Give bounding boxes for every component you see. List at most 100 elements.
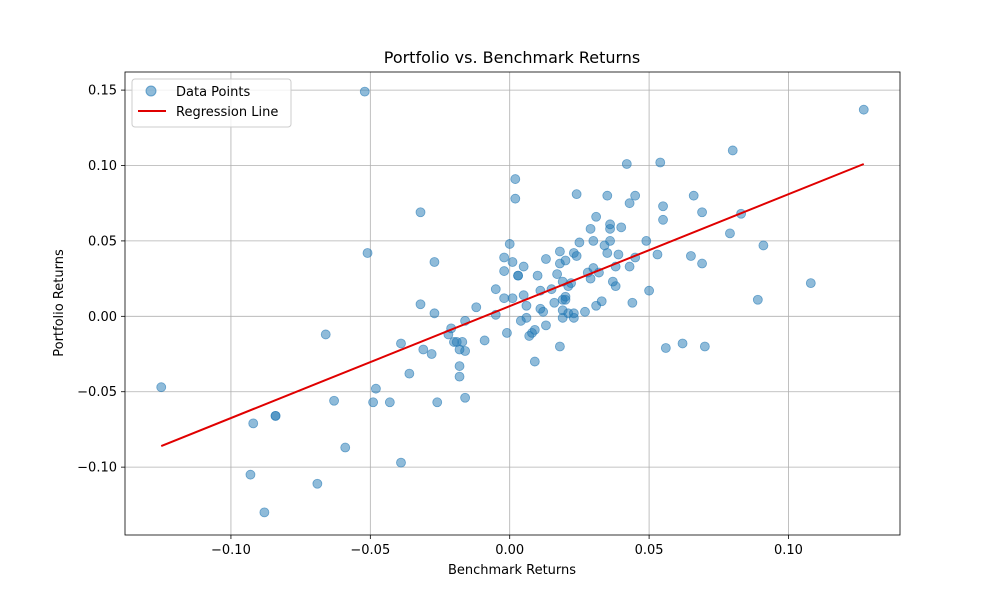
data-point bbox=[554, 341, 565, 352]
data-point bbox=[479, 335, 490, 346]
y-axis-title: Portfolio Returns bbox=[52, 249, 67, 357]
data-point bbox=[370, 383, 381, 394]
legend: Data Points Regression Line bbox=[131, 78, 292, 128]
data-point bbox=[507, 293, 518, 304]
y-tick-label: 0.05 bbox=[88, 234, 117, 249]
data-point bbox=[426, 349, 437, 359]
data-point bbox=[312, 478, 323, 489]
x-axis-title: Benchmark Returns bbox=[448, 563, 576, 578]
data-point bbox=[605, 236, 615, 246]
data-point bbox=[758, 240, 769, 251]
data-point bbox=[529, 356, 540, 367]
data-point bbox=[396, 338, 406, 349]
data-point bbox=[574, 237, 585, 248]
data-point bbox=[541, 320, 551, 331]
y-tick-label: −0.05 bbox=[77, 385, 117, 400]
data-point bbox=[460, 346, 471, 356]
data-point bbox=[429, 257, 440, 267]
data-point bbox=[699, 341, 710, 352]
data-point bbox=[624, 261, 635, 272]
data-point bbox=[510, 193, 521, 204]
data-point bbox=[471, 302, 482, 313]
data-point bbox=[658, 214, 668, 225]
data-point bbox=[602, 248, 613, 258]
data-point bbox=[658, 201, 668, 212]
data-point bbox=[585, 223, 596, 234]
data-point bbox=[655, 157, 666, 168]
data-point bbox=[521, 300, 532, 311]
data-point bbox=[499, 293, 510, 304]
data-point bbox=[513, 270, 523, 281]
data-point bbox=[697, 258, 707, 269]
data-point bbox=[697, 207, 707, 218]
legend-box bbox=[131, 78, 292, 128]
x-tick-label: 0.05 bbox=[635, 543, 664, 558]
data-point bbox=[429, 308, 440, 319]
data-point bbox=[529, 324, 540, 335]
regression-line-layer bbox=[160, 163, 865, 447]
data-point bbox=[602, 190, 613, 201]
data-point bbox=[616, 222, 627, 233]
data-point bbox=[418, 344, 429, 355]
data-point bbox=[652, 249, 663, 260]
data-point bbox=[521, 312, 532, 323]
data-point bbox=[504, 239, 515, 249]
data-point bbox=[432, 397, 443, 408]
plot-area-border bbox=[124, 71, 901, 536]
data-point bbox=[460, 392, 471, 403]
data-point bbox=[752, 294, 763, 305]
data-point bbox=[340, 442, 351, 453]
legend-scatter-marker bbox=[145, 85, 157, 97]
data-point bbox=[552, 269, 563, 279]
y-tick-label: 0.10 bbox=[88, 159, 117, 174]
data-point bbox=[627, 297, 638, 308]
data-point bbox=[621, 159, 632, 169]
data-point bbox=[644, 285, 655, 296]
regression-line bbox=[160, 163, 865, 447]
data-point bbox=[613, 249, 624, 260]
data-point bbox=[725, 228, 735, 239]
data-point bbox=[660, 343, 671, 353]
y-tick-label: 0.00 bbox=[88, 310, 117, 325]
data-point bbox=[858, 104, 869, 115]
data-point bbox=[156, 382, 167, 393]
data-point bbox=[359, 86, 370, 97]
data-point bbox=[641, 236, 652, 246]
data-point bbox=[404, 368, 415, 379]
data-point bbox=[591, 211, 602, 222]
data-point bbox=[571, 189, 582, 200]
data-point bbox=[457, 337, 468, 347]
data-point bbox=[688, 190, 699, 201]
data-point bbox=[518, 261, 529, 272]
x-tick-label: −0.10 bbox=[211, 543, 251, 558]
data-point bbox=[490, 284, 501, 295]
data-point bbox=[320, 329, 331, 340]
data-point bbox=[538, 306, 549, 317]
data-point bbox=[560, 255, 571, 266]
data-point bbox=[568, 308, 579, 319]
data-point bbox=[454, 361, 465, 371]
axis-ticks: −0.10 −0.05 0.00 0.05 0.10 −0.10 −0.05 0.00 0.05… bbox=[77, 84, 803, 558]
data-point bbox=[630, 190, 641, 201]
data-point bbox=[454, 371, 465, 382]
data-point bbox=[549, 297, 560, 308]
legend-label-data-points: Data Points bbox=[176, 85, 250, 100]
data-point bbox=[560, 291, 571, 302]
data-point bbox=[245, 469, 256, 480]
data-point bbox=[588, 236, 599, 246]
data-point bbox=[259, 507, 270, 518]
data-point bbox=[510, 174, 521, 184]
data-point bbox=[805, 278, 816, 289]
data-point bbox=[727, 145, 738, 156]
data-point bbox=[596, 296, 607, 307]
x-tick-label: 0.00 bbox=[495, 543, 524, 558]
data-points bbox=[156, 86, 869, 518]
data-point bbox=[270, 410, 281, 421]
x-tick-label: 0.10 bbox=[774, 543, 803, 558]
data-point bbox=[499, 266, 510, 276]
data-point bbox=[605, 219, 615, 230]
y-tick-label: −0.10 bbox=[77, 461, 117, 476]
data-point bbox=[532, 270, 543, 281]
data-point bbox=[415, 207, 426, 218]
